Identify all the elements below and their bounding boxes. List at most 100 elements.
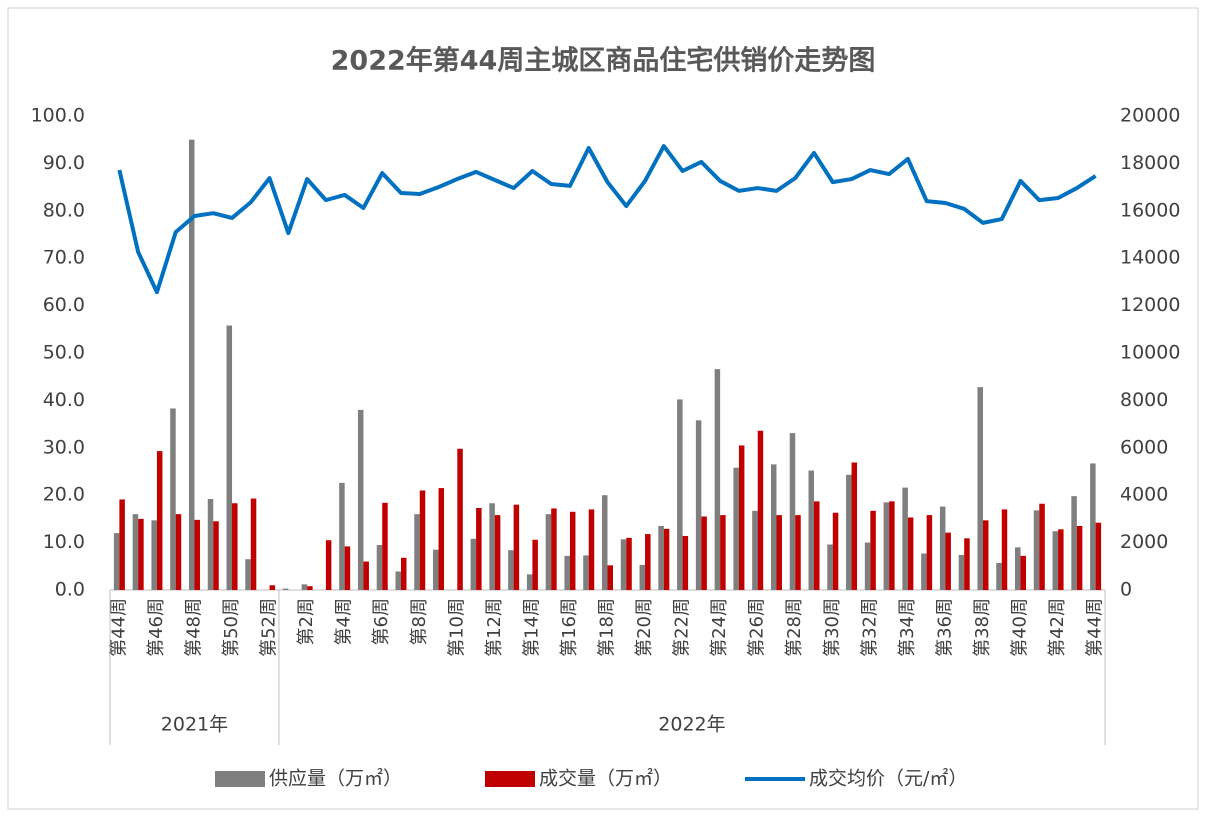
bar <box>1034 510 1040 590</box>
bar <box>395 572 401 590</box>
bar <box>213 521 219 590</box>
bar <box>570 512 576 590</box>
bar <box>358 410 364 590</box>
bar <box>302 584 308 590</box>
bar <box>283 589 289 590</box>
bar <box>532 540 538 590</box>
x-tick-label: 第16周 <box>559 598 580 657</box>
x-tick-label: 第44周 <box>1085 598 1106 657</box>
bar <box>959 555 965 590</box>
x-tick-label: 第46周 <box>146 598 167 657</box>
bar <box>551 508 557 590</box>
x-tick-label: 第4周 <box>334 598 355 645</box>
legend-label: 供应量（万㎡） <box>269 767 402 790</box>
x-tick-label: 第28周 <box>784 598 805 657</box>
bar <box>771 464 777 590</box>
y2-tick-label: 6000 <box>1120 436 1168 458</box>
bar <box>1096 523 1102 590</box>
x-tick-label: 第42周 <box>1047 598 1068 657</box>
bar <box>889 501 895 590</box>
bar <box>176 514 182 590</box>
y2-tick-label: 4000 <box>1120 484 1168 506</box>
bar <box>157 451 163 590</box>
x-tick-label: 第8周 <box>409 598 430 645</box>
bar <box>626 538 632 590</box>
bar <box>833 513 839 590</box>
bar <box>170 408 176 590</box>
bar <box>495 515 501 590</box>
bar <box>902 488 908 590</box>
bar <box>114 533 120 590</box>
x-tick-label: 第44周 <box>108 598 129 657</box>
bar <box>927 515 933 590</box>
bar <box>827 544 833 590</box>
bar <box>752 511 758 590</box>
bar <box>683 536 689 590</box>
bar <box>940 507 946 590</box>
bar <box>589 509 595 590</box>
bar <box>701 517 707 590</box>
bar <box>307 586 313 590</box>
y-tick-label: 10.0 <box>43 531 85 553</box>
bar <box>715 369 721 590</box>
bar <box>1021 556 1026 590</box>
bar <box>527 574 533 590</box>
bar <box>489 503 495 590</box>
x-tick-label: 第2周 <box>296 598 317 645</box>
x-tick-label: 第6周 <box>371 598 392 645</box>
y-tick-label: 80.0 <box>43 199 85 221</box>
bar <box>514 505 520 590</box>
bar <box>733 468 739 590</box>
group-label: 2022年 <box>658 714 725 736</box>
bar <box>339 483 345 590</box>
y-tick-label: 20.0 <box>43 484 85 506</box>
group-label: 2021年 <box>161 714 228 736</box>
y2-tick-label: 10000 <box>1120 342 1180 364</box>
bar <box>621 539 627 590</box>
legend-label: 成交量（万㎡） <box>539 767 672 790</box>
bar <box>739 445 745 590</box>
y-tick-label: 0.0 <box>55 579 85 601</box>
x-tick-label: 第40周 <box>1010 598 1031 657</box>
bar <box>508 550 514 590</box>
bar <box>1015 547 1021 590</box>
bar <box>921 554 927 590</box>
y-tick-label: 100.0 <box>31 105 85 127</box>
bar <box>846 475 852 590</box>
bar <box>583 555 589 590</box>
x-tick-label: 第24周 <box>709 598 730 657</box>
bar <box>776 515 782 590</box>
bar <box>696 420 702 590</box>
y2-tick-label: 2000 <box>1120 531 1168 553</box>
bar <box>382 503 388 590</box>
bar <box>790 433 796 590</box>
y2-tick-label: 8000 <box>1120 389 1168 411</box>
x-tick-label: 第26周 <box>747 598 768 657</box>
y-tick-label: 40.0 <box>43 389 85 411</box>
bar <box>476 508 482 590</box>
bar <box>870 511 876 590</box>
x-tick-label: 第14周 <box>521 598 542 657</box>
chart-frame <box>8 8 1198 809</box>
bar <box>401 558 407 590</box>
bar <box>119 499 125 590</box>
y2-tick-label: 20000 <box>1120 105 1180 127</box>
bar <box>1058 529 1064 590</box>
x-tick-label: 第30周 <box>822 598 843 657</box>
x-tick-label: 第38周 <box>972 598 993 657</box>
bar <box>908 517 914 590</box>
bar <box>884 502 890 590</box>
legend-label: 成交均价（元/㎡） <box>809 767 967 790</box>
bar <box>996 563 1002 590</box>
y-tick-label: 70.0 <box>43 247 85 269</box>
bar <box>457 449 463 590</box>
bar <box>251 499 257 590</box>
legend-swatch <box>485 771 535 787</box>
y-tick-label: 60.0 <box>43 294 85 316</box>
bar <box>677 399 683 590</box>
bar <box>326 540 332 590</box>
bar <box>983 520 989 590</box>
bar <box>608 565 614 590</box>
bar <box>945 533 951 590</box>
bar <box>1090 463 1096 590</box>
